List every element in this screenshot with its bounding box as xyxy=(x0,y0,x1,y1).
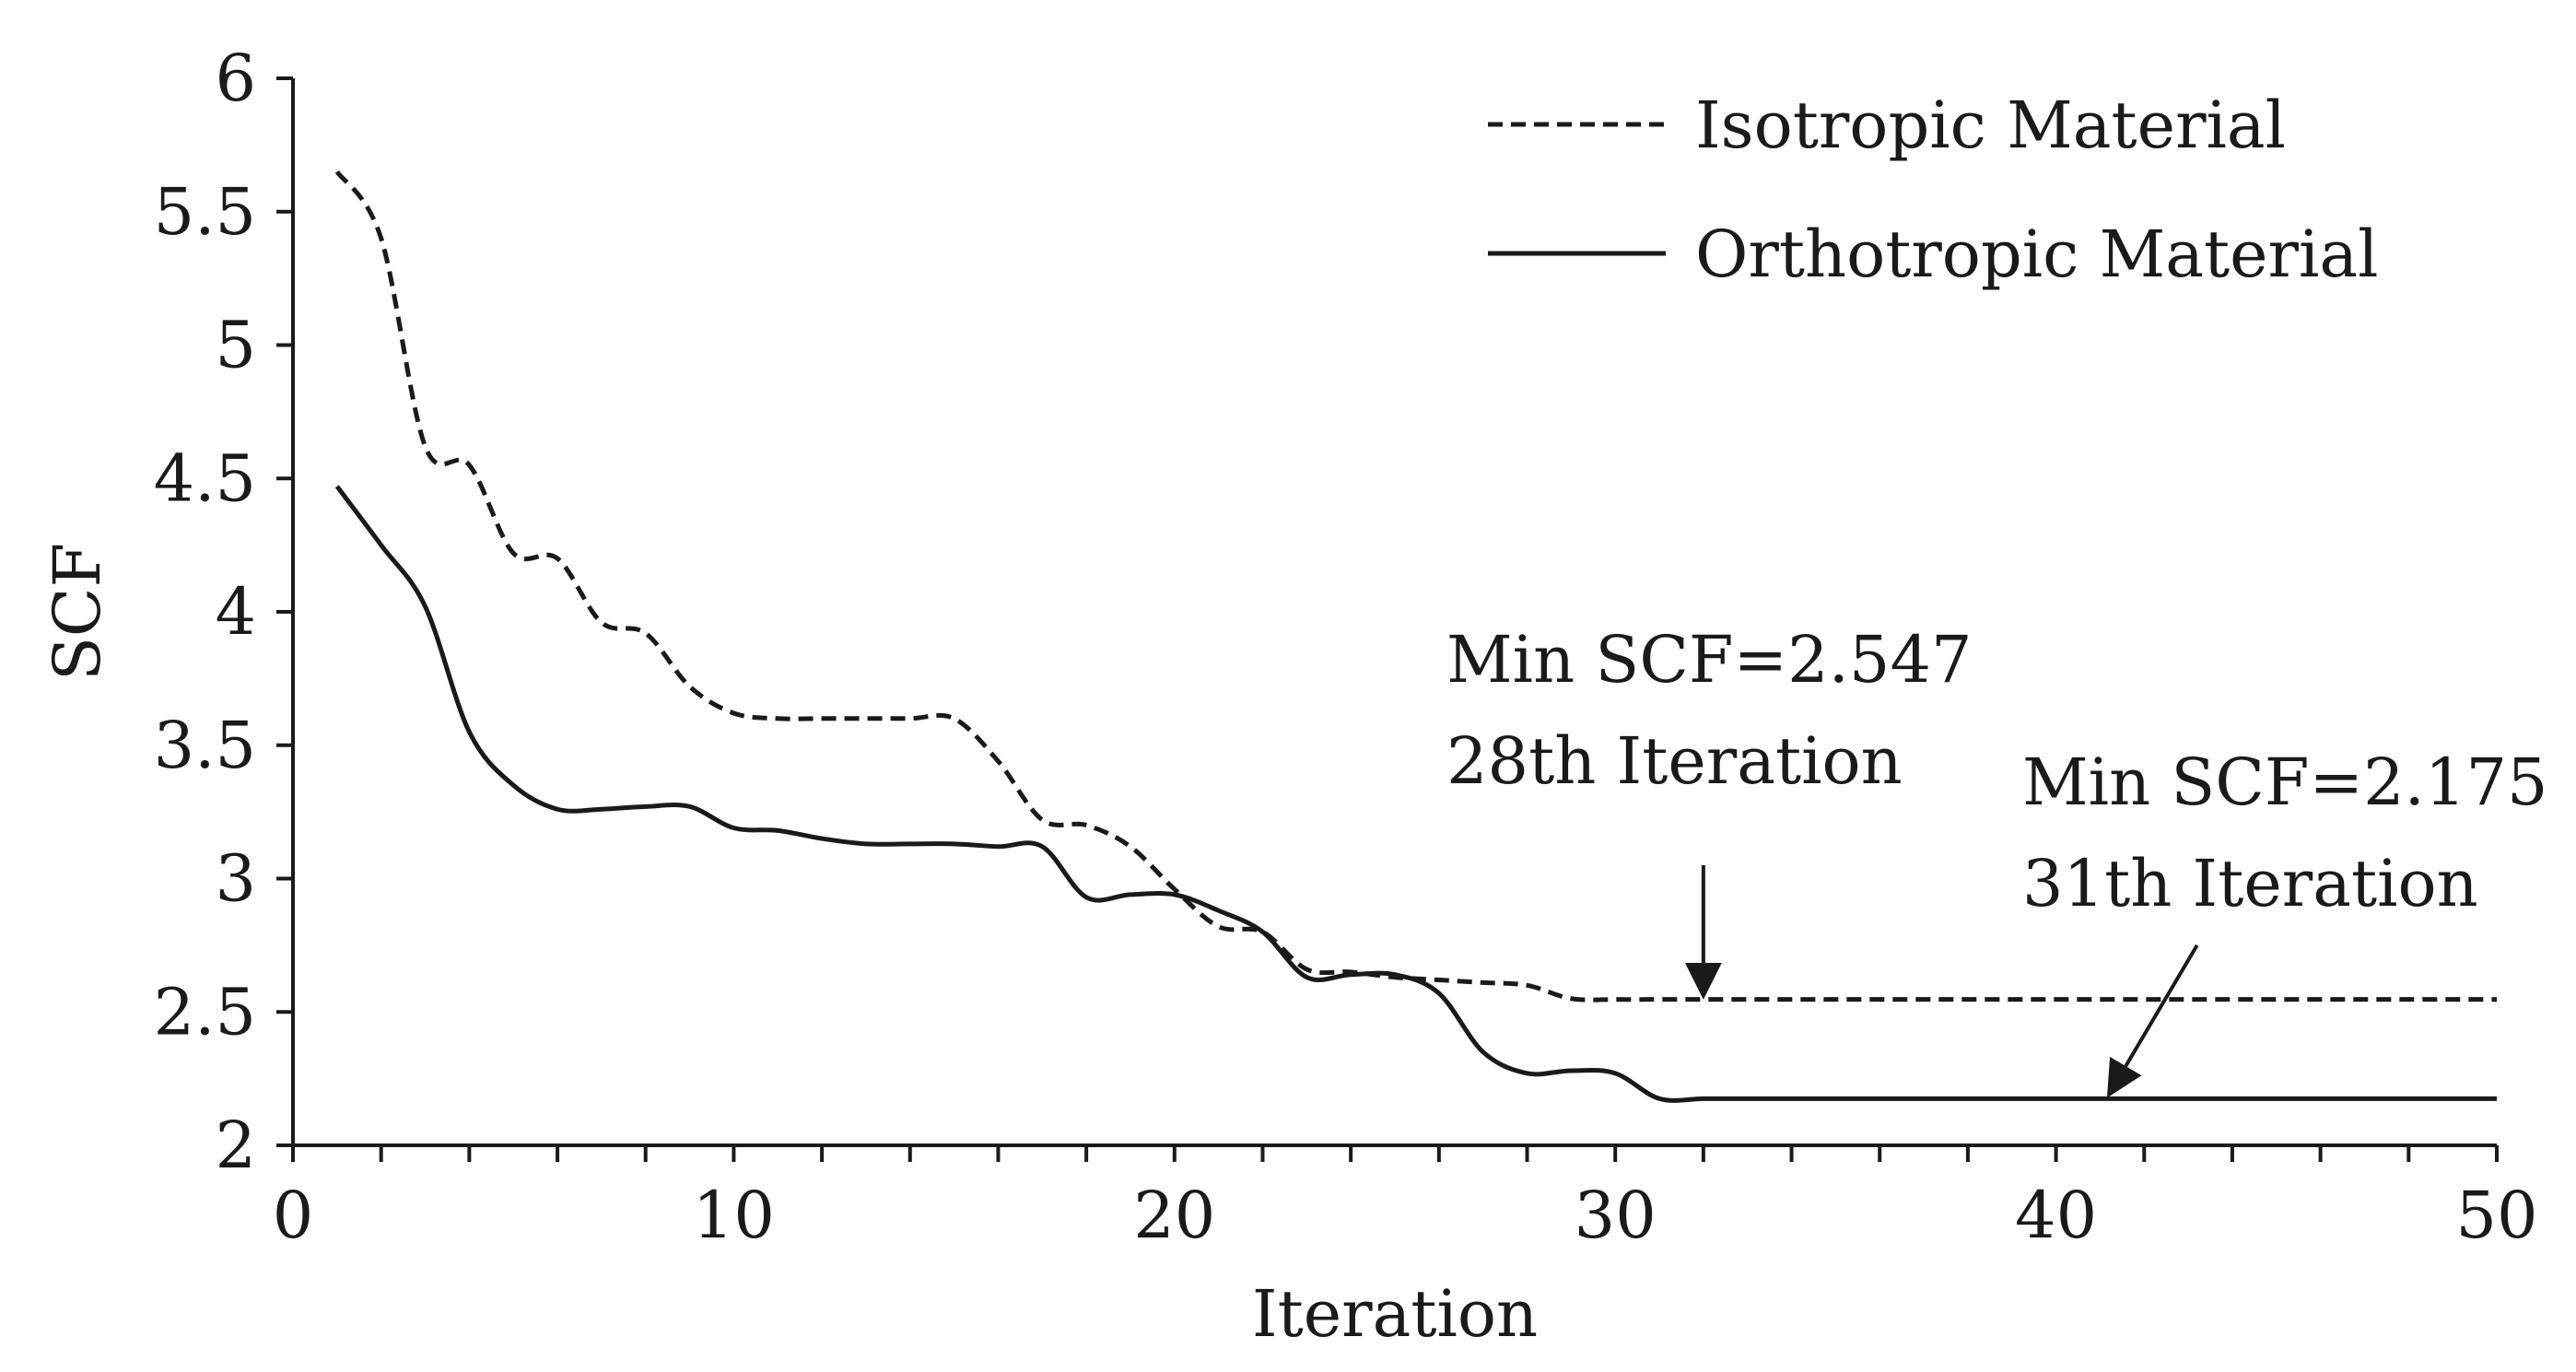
annotation-line1: Min SCF=2.175 xyxy=(2022,745,2548,820)
y-tick-label: 4 xyxy=(215,574,256,650)
series-lines xyxy=(334,170,2497,1103)
y-tick-label: 2 xyxy=(215,1108,256,1183)
y-tick-label: 3 xyxy=(215,841,256,917)
annotation-line2: 28th Iteration xyxy=(1446,723,1903,799)
y-tick-label: 5.5 xyxy=(154,174,256,250)
x-tick-label: 10 xyxy=(693,1178,775,1253)
y-axis-title: SCF xyxy=(40,543,115,681)
annotation-arrow xyxy=(2106,944,2199,1098)
y-tick-label: 4.5 xyxy=(154,440,256,516)
x-tick-label: 30 xyxy=(1575,1178,1657,1253)
y-tick-label: 3.5 xyxy=(154,708,256,783)
x-axis-title: Iteration xyxy=(1252,1276,1538,1352)
legend-label: Orthotropic Material xyxy=(1695,217,2379,292)
x-tick-label: 40 xyxy=(2015,1178,2097,1253)
legend-label: Isotropic Material xyxy=(1695,88,2286,163)
y-tick-label: 6 xyxy=(215,41,256,116)
x-tick-label: 20 xyxy=(1133,1178,1215,1253)
orthotropic-material-line xyxy=(334,485,2497,1103)
annotations: Min SCF=2.547 28th Iteration Min SCF=2.175… xyxy=(1446,622,2548,1098)
annotation-line2: 31th Iteration xyxy=(2022,846,2478,921)
axes: 0 10 20 30 40 50 2 2.5 3 3.5 4 4.5 5 5.5 6 Iteration SCF xyxy=(40,41,2538,1352)
y-tick-label: 5 xyxy=(215,308,256,383)
y-tick-label: 2.5 xyxy=(154,974,256,1050)
legend: Isotropic Material Orthotropic Material xyxy=(1488,88,2379,292)
x-tick-label: 50 xyxy=(2455,1178,2537,1253)
annotation-line1: Min SCF=2.547 xyxy=(1446,622,1973,698)
x-tick-label: 0 xyxy=(273,1178,314,1253)
isotropic-material-line xyxy=(334,170,2497,1003)
